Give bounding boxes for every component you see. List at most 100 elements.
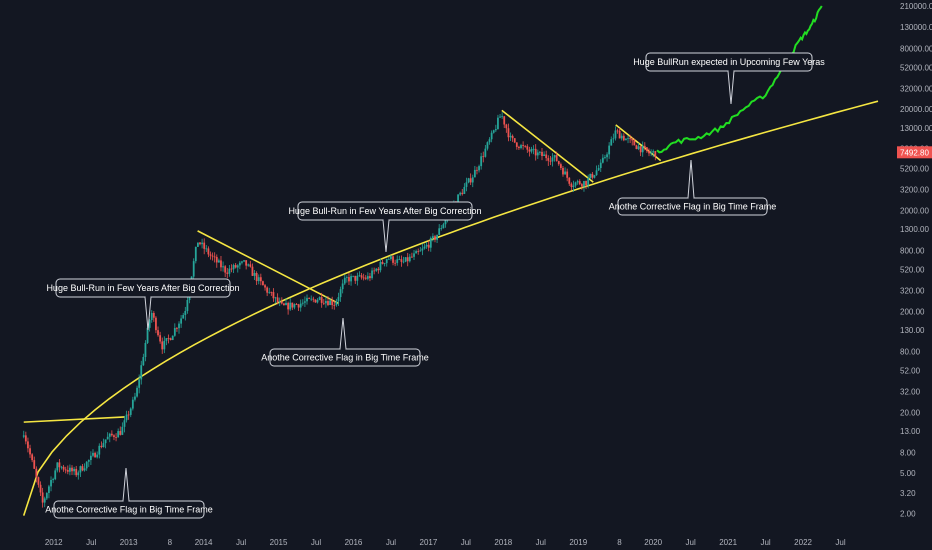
trendline-flag-1-top[interactable] <box>23 416 125 423</box>
candle <box>285 298 287 306</box>
y-tick-label: 520.00 <box>900 265 925 274</box>
candle <box>429 236 432 252</box>
candle <box>411 252 413 258</box>
trendline-flag-2-top[interactable] <box>197 230 339 305</box>
candle <box>396 255 399 266</box>
candle <box>404 257 407 263</box>
candle <box>622 133 625 142</box>
annotation-text: Anothe Corrective Flag in Big Time Frame <box>261 353 429 363</box>
candle <box>29 444 31 458</box>
candle <box>597 164 600 172</box>
candle <box>203 238 206 255</box>
candle <box>297 303 300 311</box>
candle <box>169 337 172 341</box>
candle <box>148 319 151 332</box>
candle <box>467 177 470 184</box>
annotation-callout[interactable]: Anothe Corrective Flag in Big Time Frame <box>45 467 213 519</box>
candle <box>113 434 115 441</box>
candle <box>618 127 621 139</box>
y-tick-label: 80000.00 <box>900 44 932 53</box>
candle <box>473 165 476 178</box>
price-axis[interactable]: 210000.00 130000.00 80000.00 52000.00 32000.… <box>900 2 932 518</box>
candle <box>343 274 346 286</box>
candle <box>259 273 262 286</box>
candle <box>138 374 141 394</box>
candle <box>230 264 233 273</box>
candle <box>381 259 384 265</box>
candle <box>413 249 415 261</box>
candle <box>559 162 562 171</box>
candle <box>322 299 325 305</box>
candle <box>215 254 218 268</box>
candle <box>236 264 239 273</box>
candle <box>316 298 319 304</box>
candle <box>360 272 363 280</box>
y-tick-label: 2.00 <box>900 509 916 518</box>
candle <box>547 155 550 166</box>
candle <box>417 248 420 255</box>
candle <box>390 254 392 261</box>
candle <box>564 167 566 175</box>
candle <box>89 451 92 465</box>
candle <box>207 246 210 258</box>
candle <box>591 171 594 180</box>
candle <box>77 470 80 480</box>
trendline-flag-3-top[interactable] <box>501 109 594 183</box>
candle <box>379 258 382 273</box>
candle <box>131 396 134 411</box>
candle <box>43 496 46 508</box>
candle <box>595 165 598 176</box>
candle <box>73 466 76 476</box>
candle <box>471 174 474 188</box>
y-tick-label: 13000.00 <box>900 124 932 133</box>
annotation-callout[interactable]: Huge Bull-Run in Few Years After Big Cor… <box>46 278 240 331</box>
candle <box>421 243 424 256</box>
candle <box>578 179 581 186</box>
candle <box>639 146 642 157</box>
candle <box>641 141 644 157</box>
candle <box>587 174 590 189</box>
candle <box>192 258 195 280</box>
x-tick-label: 8 <box>168 538 173 547</box>
candle <box>171 335 174 341</box>
candle <box>247 263 250 267</box>
candle <box>526 144 529 153</box>
candle <box>503 115 506 128</box>
candle <box>650 149 653 157</box>
candle <box>616 128 619 134</box>
candle <box>79 465 82 478</box>
trendline-support[interactable] <box>22 100 879 516</box>
candle <box>178 321 180 334</box>
candle <box>599 159 602 172</box>
candle <box>572 180 575 192</box>
y-tick-label: 80.00 <box>900 348 921 357</box>
annotation-callout[interactable]: Anothe Corrective Flag in Big Time Frame <box>609 159 777 216</box>
candle <box>211 252 214 261</box>
candle <box>337 292 340 306</box>
candle <box>173 323 176 337</box>
candle <box>274 296 277 304</box>
candle <box>125 410 128 423</box>
candle <box>257 274 260 285</box>
candle <box>48 484 50 499</box>
candle <box>524 145 527 148</box>
annotation-callout[interactable]: Anothe Corrective Flag in Big Time Frame <box>261 317 429 367</box>
time-axis[interactable]: 2012 Jul 2013 8 2014 Jul 2015 Jul 2016 Jul 2017 Jul… <box>45 538 846 547</box>
annotation-callout[interactable]: Huge BullRun expected in Upcoming Few Ye… <box>633 52 825 105</box>
candle <box>54 468 57 481</box>
candle <box>134 392 136 402</box>
candle <box>245 260 248 270</box>
candle <box>81 464 84 472</box>
x-tick-label: 2019 <box>569 538 587 547</box>
candle <box>408 253 411 263</box>
candle <box>608 142 611 159</box>
y-tick-label: 20000.00 <box>900 105 932 114</box>
candle <box>574 181 577 188</box>
annotation-callout[interactable]: Huge Bull-Run in Few Years After Big Cor… <box>288 201 482 253</box>
projection-line <box>656 5 823 154</box>
candle <box>94 451 96 458</box>
candle <box>513 138 516 144</box>
candle <box>652 149 655 158</box>
candle <box>515 142 518 150</box>
